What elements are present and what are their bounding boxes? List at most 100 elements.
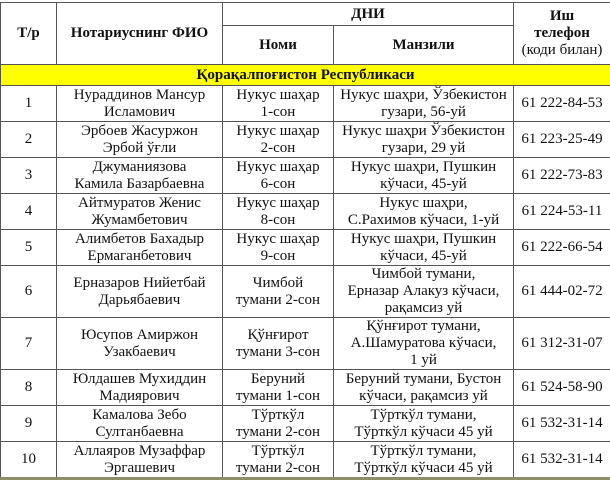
notary-name-line: Эрбоев Жасуржон <box>81 122 198 139</box>
office-name: Нукус шаҳар 9-сон <box>222 229 334 266</box>
row-number-line: 7 <box>24 335 33 351</box>
col-header-name: Нотариуснинг ФИО <box>56 2 223 65</box>
phone: 61 444-02-72 <box>513 265 610 318</box>
office-name-line: Тўрткўл <box>251 406 305 423</box>
office-address-line: Қўнғирот тумани, <box>366 318 481 334</box>
table-row: 1 Нураддинов Мансур Исламович Нукус шаҳар 1-… <box>0 85 610 122</box>
phone-line: 61 222-66-54 <box>521 239 603 255</box>
phone-line: 61 524-58-90 <box>521 379 603 395</box>
phone-line: 61 224-53-11 <box>521 203 603 219</box>
office-name: Нукус шаҳар 8-сон <box>222 193 334 230</box>
office-name-line: 1-сон <box>260 103 296 120</box>
notary-name: Юсупов Амиржон Узакбаевич <box>56 317 223 370</box>
notary-name-line: Ерназаров Нийетбай <box>73 274 206 291</box>
notary-name-line: Мадиярович <box>99 387 180 404</box>
notary-name: Аллаяров Музаффар Эргашевич <box>56 441 223 478</box>
phone-line: 61 312-31-07 <box>521 335 603 351</box>
notary-name-line: Алимбетов Бахадыр <box>74 230 205 247</box>
notary-name-line: Ермаганбетович <box>87 247 192 264</box>
phone-header-line: телефон <box>534 25 590 41</box>
office-address-line: Тўрткўл кўчаси 45 уй <box>354 423 493 440</box>
office-address: Нукус шаҳри, Ўзбекистон гузари, 56-уй <box>333 85 514 122</box>
office-name-line: Нукус шаҳар <box>236 194 320 211</box>
table-row: 8 Юлдашев Мухиддин Мадиярович Беруний тумани… <box>0 369 610 406</box>
notary-name-line: Аллаяров Музаффар <box>73 442 206 459</box>
row-number-line: 2 <box>24 131 33 147</box>
office-address-line: Нукус шаҳри, Пушкин <box>350 230 497 247</box>
office-name: Қўнғирот тумани 3-сон <box>222 317 334 370</box>
office-name: Нукус шаҳар 6-сон <box>222 157 334 194</box>
office-name-line: тумани 3-сон <box>235 343 321 360</box>
office-name-line: Чимбой <box>252 274 304 291</box>
office-address-line: Нукус шаҳри Ўзбекистон <box>342 122 505 139</box>
notary-name-line: Эргашевич <box>103 459 176 476</box>
office-name-line: 2-сон <box>260 139 296 156</box>
phone-line: 61 222-84-53 <box>521 95 603 111</box>
table-row: 4 Айтмуратов Женис Жумамбетович Нукус шаҳар… <box>0 193 610 230</box>
table-row: 5 Алимбетов Бахадыр Ермаганбетович Нукус ша… <box>0 229 610 266</box>
office-name-line: Қўнғирот <box>247 326 309 343</box>
office-address-line: Тўрткўл тумани, <box>370 442 477 459</box>
office-address-line: Чимбой тумани, <box>371 266 476 282</box>
table-row: 2 Эрбоев Жасуржон Эрбой ўғли Нукус шаҳар 2-с… <box>0 121 610 158</box>
office-address-line: Ерназар Алакуз кўчаси, <box>347 283 500 299</box>
office-address-line: 1 уй <box>410 352 437 368</box>
office-name-line: 8-сон <box>260 211 296 228</box>
col-header-num: Т/р <box>0 2 57 65</box>
office-name: Тўрткўл тумани 2-сон <box>222 441 334 478</box>
region-row: Қорақалпоғистон Республикаси <box>0 64 610 86</box>
office-name-line: Нукус шаҳар <box>236 158 320 175</box>
phone: 61 222-66-54 <box>513 229 610 266</box>
row-number: 8 <box>0 369 57 406</box>
phone: 61 223-25-49 <box>513 121 610 158</box>
col-header-office-name: Номи <box>222 25 334 65</box>
row-number-line: 6 <box>24 283 33 299</box>
office-address: Нукус шаҳри, Пушкин кўчаси, 45-уй <box>333 157 514 194</box>
phone-header-line: Иш <box>549 8 575 24</box>
phone: 61 224-53-11 <box>513 193 610 230</box>
phone-line: 61 223-25-49 <box>521 131 603 147</box>
office-name-line: Нукус шаҳар <box>236 86 320 103</box>
col-header-phone: Иш телефон (коди билан) <box>513 2 610 65</box>
notary-name-line: Джуманиязова <box>92 158 187 175</box>
phone-line: 61 444-02-72 <box>521 283 603 299</box>
phone-line: 61 222-73-83 <box>521 167 603 183</box>
office-address-line: А.Шамуратова кўчаси, <box>350 335 497 351</box>
phone: 61 222-73-83 <box>513 157 610 194</box>
notary-name-line: Юлдашев Мухиддин <box>72 370 207 387</box>
notary-name: Камалова Зебо Султанбаевна <box>56 405 223 442</box>
phone-header-note: (коди билан) <box>521 42 603 58</box>
bottom-edge <box>0 477 610 480</box>
row-number-line: 4 <box>24 203 33 219</box>
office-name: Нукус шаҳар 2-сон <box>222 121 334 158</box>
notary-name-line: Жумамбетович <box>91 211 188 228</box>
row-number-line: 3 <box>24 167 33 183</box>
office-address: Чимбой тумани, Ерназар Алакуз кўчаси, рақа… <box>333 265 514 318</box>
table-row: 6 Ерназаров Нийетбай Дарьябаевич Чимбой тума… <box>0 265 610 318</box>
office-address-line: С.Рахимов кўчаси, 1-уй <box>347 211 500 228</box>
col-header-office-address: Манзили <box>333 25 514 65</box>
row-number: 6 <box>0 265 57 318</box>
office-address: Нукус шаҳри, Пушкин кўчаси, 45-уй <box>333 229 514 266</box>
notary-name: Нураддинов Мансур Исламович <box>56 85 223 122</box>
office-address-line: Нукус шаҳри, Пушкин <box>350 158 497 175</box>
office-name: Беруний тумани 1-сон <box>222 369 334 406</box>
office-name: Тўрткўл тумани 2-сон <box>222 405 334 442</box>
office-address-line: Нукус шаҳри, <box>379 194 468 211</box>
notary-name-line: Эрбой ўғли <box>102 139 177 156</box>
office-address: Нукус шаҳри Ўзбекистон гузари, 29 уй <box>333 121 514 158</box>
row-number: 3 <box>0 157 57 194</box>
office-address-line: Беруний тумани, Бустон <box>345 370 502 387</box>
row-number-line: 8 <box>24 379 33 395</box>
notary-name: Айтмуратов Женис Жумамбетович <box>56 193 223 230</box>
office-name-line: Беруний <box>250 370 306 387</box>
office-address: Тўрткўл тумани, Тўрткўл кўчаси 45 уй <box>333 441 514 478</box>
row-number: 10 <box>0 441 57 478</box>
phone-line: 61 532-31-14 <box>521 451 603 467</box>
table-row: 10 Аллаяров Музаффар Эргашевич Тўрткўл туман… <box>0 441 610 478</box>
office-name-line: Нукус шаҳар <box>236 230 320 247</box>
phone: 61 532-31-14 <box>513 441 610 478</box>
office-address-line: рақамсиз уй <box>384 300 463 316</box>
row-number: 9 <box>0 405 57 442</box>
